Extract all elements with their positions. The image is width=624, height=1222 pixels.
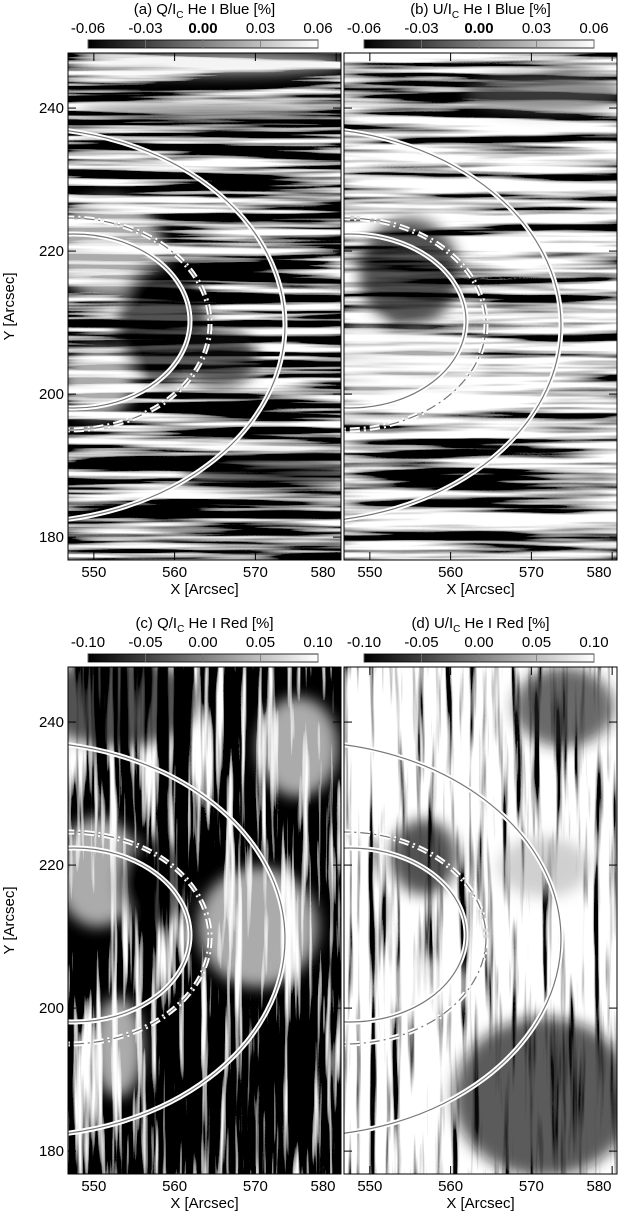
colorbar-tick-label: -0.06 xyxy=(71,20,105,37)
colorbar-tick-label: -0.03 xyxy=(404,20,438,37)
image-map xyxy=(68,667,341,1174)
x-axis-label: X [Arcsec] xyxy=(170,1195,238,1212)
colorbar-tick-label: 0.00 xyxy=(188,20,217,37)
title-rest: He I Blue [%] xyxy=(184,1,276,18)
colorbar-tick-label: 0.06 xyxy=(303,20,332,37)
colorbar-tick-label: 0.03 xyxy=(522,20,551,37)
contour-inner xyxy=(68,130,286,520)
noise-overlay xyxy=(68,667,341,1174)
contour-inner xyxy=(68,847,191,1023)
y-axis-label: Y [Arcsec] xyxy=(1,886,18,954)
x-tick-label: 570 xyxy=(243,564,268,581)
colorbar-tick-label: 0.00 xyxy=(188,634,217,651)
y-tick-label: 240 xyxy=(39,714,64,731)
y-tick-label: 180 xyxy=(39,529,64,546)
contour-inner xyxy=(344,217,487,431)
image-map xyxy=(68,53,341,560)
title-sub: C xyxy=(177,624,184,635)
image-map xyxy=(344,667,617,1174)
colorbar-title: (d) U/IC He I Red [%] xyxy=(411,615,549,635)
panel: 550 560 570 580 X [Arcsec] 180 200 220 240 Y [Arc… xyxy=(1,615,342,1212)
x-axis-label: X [Arcsec] xyxy=(170,581,238,598)
panel: 550 560 570 580 X [Arcsec] -0.06 -0.03 0.00 0.03… xyxy=(343,1,618,598)
title-rest: He I Blue [%] xyxy=(459,1,551,18)
y-tick-label: 180 xyxy=(39,1143,64,1160)
x-tick-label: 580 xyxy=(586,564,611,581)
colorbar-tick-label: -0.10 xyxy=(71,634,105,651)
colorbar-tick-label: -0.03 xyxy=(128,20,162,37)
frame xyxy=(343,52,618,561)
colorbar-tick-label: 0.00 xyxy=(464,20,493,37)
x-tick-label: 560 xyxy=(438,1178,463,1195)
colorbar-tick-label: -0.05 xyxy=(128,634,162,651)
contour-inner xyxy=(68,744,286,1134)
title-main: (d) U/I xyxy=(411,615,453,632)
contour-inner xyxy=(344,233,467,409)
title-main: (a) Q/I xyxy=(134,1,177,18)
x-tick-label: 580 xyxy=(586,1178,611,1195)
colorbar-title: (b) U/IC He I Blue [%] xyxy=(410,1,551,21)
x-tick-label: 560 xyxy=(162,1178,187,1195)
x-axis-label: X [Arcsec] xyxy=(446,1195,514,1212)
x-tick-label: 570 xyxy=(243,1178,268,1195)
noise-overlay xyxy=(68,53,341,560)
contour-inner xyxy=(344,831,487,1045)
title-main: (b) U/I xyxy=(410,1,452,18)
contour-inner xyxy=(344,744,562,1134)
colorbar-tick-label: 0.00 xyxy=(464,634,493,651)
frame xyxy=(67,666,342,1175)
x-tick-label: 550 xyxy=(357,564,382,581)
x-tick-label: 580 xyxy=(310,564,335,581)
title-main: (c) Q/I xyxy=(135,615,177,632)
title-sub: C xyxy=(176,10,183,21)
y-tick-label: 220 xyxy=(39,243,64,260)
panel: 550 560 570 580 X [Arcsec] 180 200 220 240 Y [Arc… xyxy=(1,1,342,598)
x-tick-label: 570 xyxy=(519,564,544,581)
noise-overlay xyxy=(344,667,617,1174)
title-rest: He I Red [%] xyxy=(460,615,549,632)
x-tick-label: 550 xyxy=(357,1178,382,1195)
colorbar-tick-label: 0.10 xyxy=(579,634,608,651)
colorbar-tick-label: 0.03 xyxy=(246,20,275,37)
contour-inner xyxy=(344,847,467,1023)
contour-inner xyxy=(68,831,211,1045)
title-sub: C xyxy=(453,624,460,635)
frame xyxy=(343,666,618,1175)
colorbar-title: (a) Q/IC He I Blue [%] xyxy=(134,1,275,21)
title-rest: He I Red [%] xyxy=(184,615,273,632)
colorbar-tick-label: -0.10 xyxy=(347,634,381,651)
colorbar-title: (c) Q/IC He I Red [%] xyxy=(135,615,273,635)
x-tick-label: 560 xyxy=(438,564,463,581)
contour-inner xyxy=(68,217,211,431)
y-axis-label: Y [Arcsec] xyxy=(1,272,18,340)
contour-inner xyxy=(68,233,191,409)
y-tick-label: 200 xyxy=(39,1000,64,1017)
image-map xyxy=(344,53,617,560)
x-tick-label: 550 xyxy=(81,564,106,581)
colorbar-tick-label: 0.05 xyxy=(522,634,551,651)
noise-overlay xyxy=(344,53,617,560)
y-tick-label: 200 xyxy=(39,386,64,403)
colorbar-tick-label: -0.05 xyxy=(404,634,438,651)
title-sub: C xyxy=(452,10,459,21)
y-tick-label: 240 xyxy=(39,100,64,117)
x-tick-label: 550 xyxy=(81,1178,106,1195)
x-tick-label: 580 xyxy=(310,1178,335,1195)
panel: 550 560 570 580 X [Arcsec] -0.10 -0.05 0.00 0.05… xyxy=(343,615,618,1212)
contour-inner xyxy=(344,130,562,520)
colorbar-tick-label: 0.06 xyxy=(579,20,608,37)
x-tick-label: 560 xyxy=(162,564,187,581)
colorbar-tick-label: 0.10 xyxy=(303,634,332,651)
y-tick-label: 220 xyxy=(39,857,64,874)
frame xyxy=(67,52,342,561)
x-tick-label: 570 xyxy=(519,1178,544,1195)
colorbar-tick-label: 0.05 xyxy=(246,634,275,651)
x-axis-label: X [Arcsec] xyxy=(446,581,514,598)
colorbar-tick-label: -0.06 xyxy=(347,20,381,37)
